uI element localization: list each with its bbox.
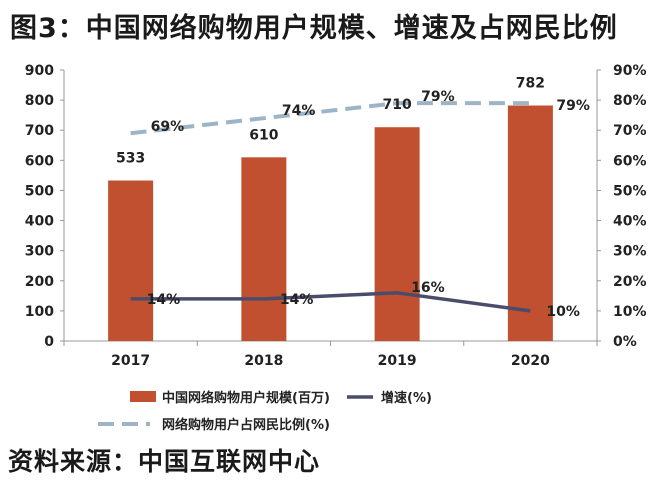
bar bbox=[374, 127, 420, 341]
growth-value-label: 16% bbox=[411, 280, 445, 296]
bar bbox=[507, 105, 553, 341]
y-left-tick-label: 600 bbox=[25, 153, 54, 169]
y-right-tick-label: 10% bbox=[613, 304, 647, 320]
y-left-tick-label: 700 bbox=[25, 123, 54, 139]
bar-value-label: 610 bbox=[249, 127, 278, 143]
x-tick-label: 2018 bbox=[244, 353, 283, 369]
y-right-tick-label: 70% bbox=[613, 123, 647, 139]
y-right-tick-label: 80% bbox=[613, 93, 647, 109]
x-tick-label: 2020 bbox=[511, 353, 550, 369]
bar bbox=[241, 157, 287, 341]
figure-title: 图3：中国网络购物用户规模、增速及占网民比例 bbox=[10, 13, 618, 44]
y-left-tick-label: 0 bbox=[44, 334, 54, 350]
bar-value-label: 533 bbox=[116, 151, 145, 167]
growth-line bbox=[130, 291, 531, 313]
legend-label-bar: 中国网络购物用户规模(百万) bbox=[162, 390, 330, 406]
legend-label-ratio: 网络购物用户占网民比例(%) bbox=[162, 417, 330, 433]
growth-value-label: 10% bbox=[546, 304, 580, 320]
y-left-tick-label: 400 bbox=[25, 214, 54, 230]
x-tick-label: 2017 bbox=[111, 353, 150, 369]
ratio-value-label: 79% bbox=[556, 98, 590, 114]
bar bbox=[108, 180, 154, 341]
x-tick-label: 2019 bbox=[378, 353, 417, 369]
y-right-tick-label: 30% bbox=[613, 244, 647, 260]
y-left-tick-label: 500 bbox=[25, 183, 54, 199]
growth-value-label: 14% bbox=[147, 292, 181, 308]
bar-series bbox=[108, 105, 553, 341]
y-left-tick-label: 100 bbox=[25, 304, 54, 320]
y-right-tick-label: 90% bbox=[613, 63, 647, 79]
y-right-tick-label: 0% bbox=[613, 334, 637, 350]
y-left-tick-label: 200 bbox=[25, 274, 54, 290]
y-left-tick-label: 300 bbox=[25, 244, 54, 260]
growth-value-label: 14% bbox=[280, 292, 314, 308]
ratio-value-label: 79% bbox=[421, 89, 455, 105]
ratio-line bbox=[130, 101, 531, 136]
y-left-tick-label: 900 bbox=[25, 63, 54, 79]
y-right-tick-label: 50% bbox=[613, 183, 647, 199]
ratio-value-label: 74% bbox=[282, 103, 316, 119]
line-series bbox=[130, 101, 531, 313]
legend-swatch-bar bbox=[130, 391, 156, 402]
source-note: 资料来源：中国互联网中心 bbox=[8, 447, 321, 476]
y-left-tick-label: 800 bbox=[25, 93, 54, 109]
y-right-tick-label: 20% bbox=[613, 274, 647, 290]
y-right-tick-label: 40% bbox=[613, 214, 647, 230]
ratio-value-label: 69% bbox=[151, 119, 185, 135]
legend-label-growth: 增速(%) bbox=[381, 390, 432, 406]
chart-legend: 中国网络购物用户规模(百万) 增速(%) 网络购物用户占网民比例(%) bbox=[98, 390, 432, 433]
y-right-tick-label: 60% bbox=[613, 153, 647, 169]
data-labels: 533 610 710 782 69% 74% 79% 79% 14% 14% 16% 10% bbox=[116, 76, 590, 320]
bar-value-label: 710 bbox=[383, 97, 412, 113]
bar-value-label: 782 bbox=[516, 76, 545, 92]
